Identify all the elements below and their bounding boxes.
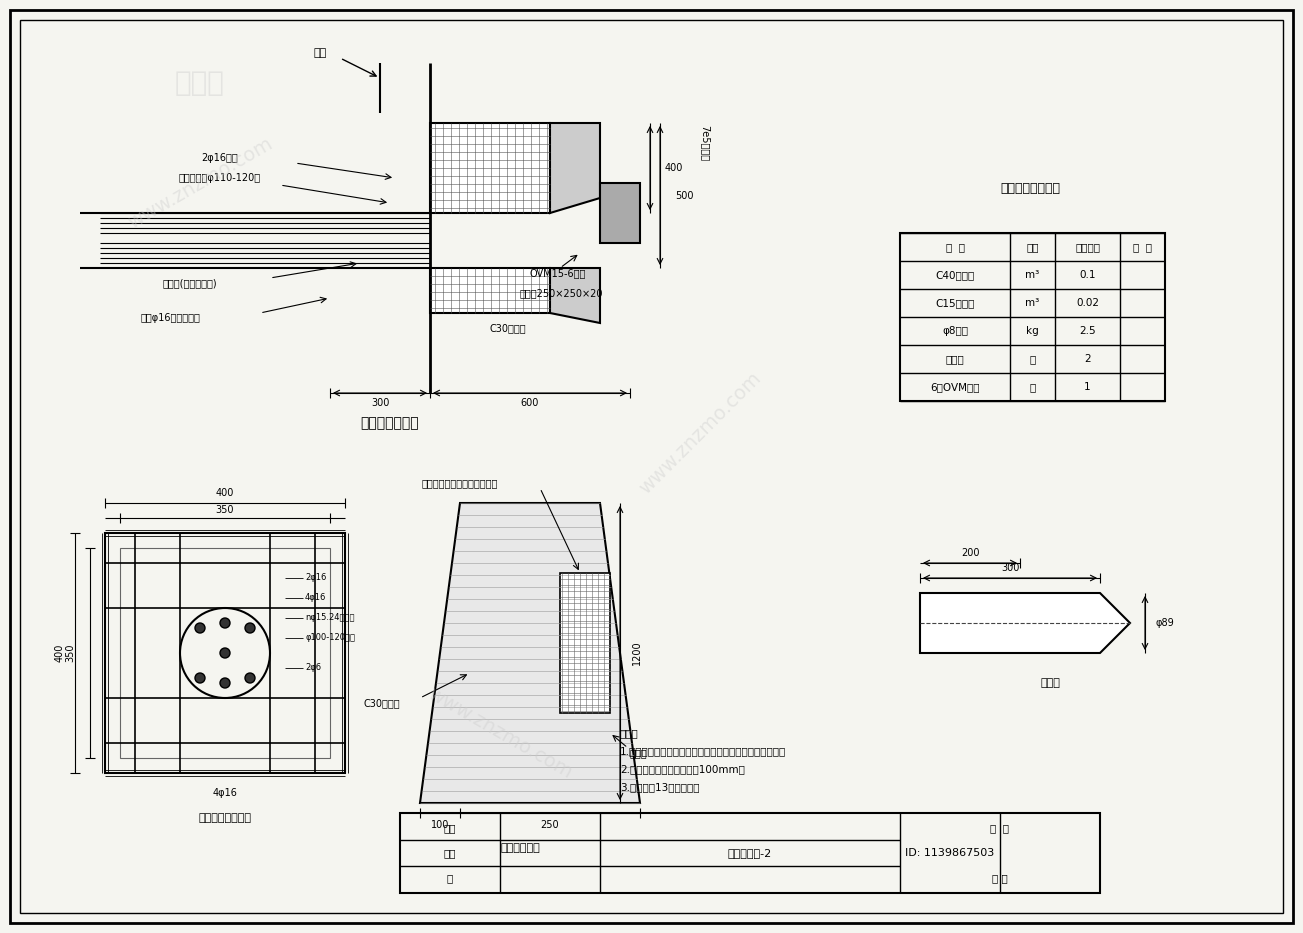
Text: 工程数量: 工程数量: [1075, 242, 1100, 252]
Text: 复核: 复核: [444, 848, 456, 858]
Text: 400: 400: [216, 488, 235, 498]
Text: 单位: 单位: [1027, 242, 1038, 252]
Text: C30混凝土: C30混凝土: [364, 698, 400, 708]
Text: 1: 1: [1084, 382, 1091, 392]
Circle shape: [220, 618, 231, 628]
Text: 备  注: 备 注: [1134, 242, 1152, 252]
Text: 岩壁: 岩壁: [314, 48, 327, 58]
Text: 250: 250: [541, 820, 559, 830]
Text: 400: 400: [665, 163, 683, 173]
Text: C30混凝土: C30混凝土: [490, 323, 526, 333]
Text: 2: 2: [1084, 354, 1091, 364]
Text: 加强钢筋网结构图: 加强钢筋网结构图: [198, 813, 251, 823]
Text: 日 期: 日 期: [992, 873, 1009, 883]
Text: 2φ6: 2φ6: [305, 663, 321, 673]
Text: 设计: 设计: [444, 823, 456, 833]
Text: φ100-120套管: φ100-120套管: [305, 634, 354, 643]
Text: 套: 套: [1029, 382, 1036, 392]
Polygon shape: [550, 268, 599, 323]
Bar: [599, 183, 640, 243]
Text: 4φ16: 4φ16: [305, 593, 326, 603]
Text: 块: 块: [1029, 354, 1036, 364]
Text: 7e5钢绞线: 7e5钢绞线: [700, 125, 710, 161]
Text: φ89: φ89: [1154, 618, 1174, 628]
Text: 1200: 1200: [632, 641, 642, 665]
Polygon shape: [920, 593, 1130, 653]
Text: 钢垫板: 钢垫板: [946, 354, 964, 364]
Polygon shape: [550, 123, 599, 213]
Text: 锚具保护大样: 锚具保护大样: [500, 843, 539, 853]
Circle shape: [220, 648, 231, 658]
Text: 知束网: 知束网: [175, 69, 225, 97]
Text: 350: 350: [65, 644, 76, 662]
Text: 圆形铁盒（内注满润滑油脂）: 圆形铁盒（内注满润滑油脂）: [422, 478, 498, 488]
Text: 2φ16: 2φ16: [305, 574, 326, 582]
Text: 0.02: 0.02: [1076, 298, 1098, 308]
Text: 6孔OVM锚具: 6孔OVM锚具: [930, 382, 980, 392]
Text: 审: 审: [447, 873, 453, 883]
Text: kg: kg: [1027, 326, 1038, 336]
Bar: [400, 813, 1100, 893]
Text: 钢垫板250×250×20: 钢垫板250×250×20: [520, 288, 603, 298]
Polygon shape: [560, 573, 610, 713]
Text: 0.1: 0.1: [1079, 270, 1096, 280]
Text: 300: 300: [371, 398, 390, 408]
Text: 锚索孔口结构图: 锚索孔口结构图: [361, 416, 420, 430]
Text: 图  号: 图 号: [990, 823, 1010, 833]
Text: 200: 200: [960, 548, 980, 558]
Text: 锚索结构图-2: 锚索结构图-2: [728, 848, 773, 858]
Bar: [430, 123, 550, 213]
Text: 导向帽: 导向帽: [1040, 678, 1059, 688]
Text: 双层φ16加强钢筋网: 双层φ16加强钢筋网: [139, 313, 199, 323]
Text: 2.墩头钢绞线预留长度大于100mm；: 2.墩头钢绞线预留长度大于100mm；: [620, 764, 745, 774]
Text: www.znzmo.com: www.znzmo.com: [124, 133, 276, 232]
Text: m³: m³: [1025, 298, 1040, 308]
Text: 2.5: 2.5: [1079, 326, 1096, 336]
Text: nφ15.24钢绞线: nφ15.24钢绞线: [305, 614, 354, 622]
Text: 说明：: 说明：: [620, 728, 638, 738]
Text: C40混凝土: C40混凝土: [936, 270, 975, 280]
Circle shape: [220, 678, 231, 688]
Text: 4φ16: 4φ16: [212, 788, 237, 798]
Circle shape: [195, 623, 205, 633]
Bar: [120, 548, 330, 758]
Text: 600: 600: [521, 398, 539, 408]
Circle shape: [245, 623, 255, 633]
Text: 3.该图与图13参照使用。: 3.该图与图13参照使用。: [620, 782, 700, 792]
Text: ID: 1139867503: ID: 1139867503: [906, 848, 994, 858]
Text: www.znzmo.com: www.znzmo.com: [425, 684, 576, 782]
Text: 套管（外径φ110-120）: 套管（外径φ110-120）: [179, 173, 261, 183]
Text: 钢绞线: 钢绞线: [629, 748, 648, 758]
Text: 400: 400: [55, 644, 65, 662]
Text: 300: 300: [1001, 563, 1019, 573]
Text: 每个锚头工程数量: 每个锚头工程数量: [999, 182, 1061, 194]
Text: 1.本图适用于边坡西侧锚索支撑结构用，图中单位为毫米；: 1.本图适用于边坡西侧锚索支撑结构用，图中单位为毫米；: [620, 746, 786, 756]
Text: 灌浆管(张拉前截断): 灌浆管(张拉前截断): [163, 278, 218, 288]
Text: 项  目: 项 目: [946, 242, 964, 252]
Bar: [106, 533, 345, 773]
Text: 2φ16竖筋: 2φ16竖筋: [202, 153, 238, 163]
Circle shape: [245, 673, 255, 683]
Bar: [430, 268, 550, 313]
Polygon shape: [420, 503, 640, 803]
Text: φ8钢筋: φ8钢筋: [942, 326, 968, 336]
Text: 500: 500: [675, 191, 693, 201]
Text: m³: m³: [1025, 270, 1040, 280]
Text: 100: 100: [431, 820, 450, 830]
Text: OVM15-6锚具: OVM15-6锚具: [530, 268, 586, 278]
Text: 350: 350: [216, 505, 235, 515]
Circle shape: [195, 673, 205, 683]
Text: C15混凝土: C15混凝土: [936, 298, 975, 308]
Bar: [900, 233, 1165, 401]
Text: www.znzmo.com: www.znzmo.com: [636, 369, 765, 497]
